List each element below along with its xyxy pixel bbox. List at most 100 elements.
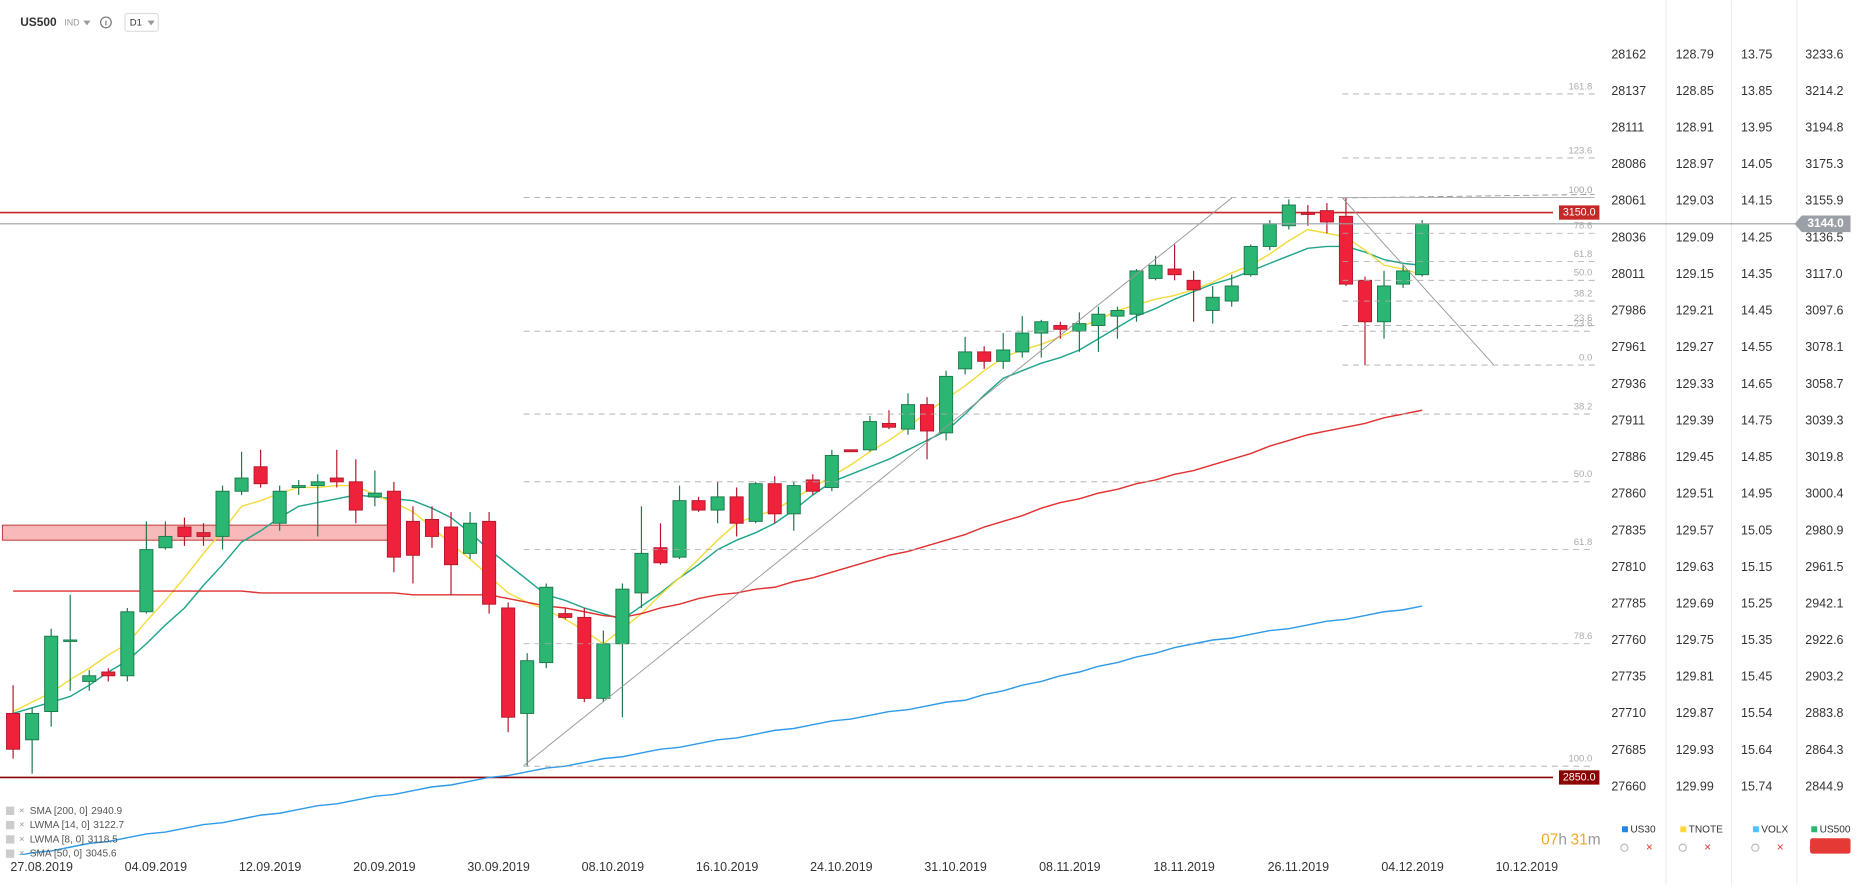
fib-label: 0.0	[1579, 185, 1592, 196]
y-tick-label: 2922.6	[1805, 633, 1843, 647]
fib-label: 161.8	[1568, 81, 1592, 92]
candle-body	[996, 349, 1011, 362]
candle-body	[310, 481, 325, 487]
candle-body	[1015, 332, 1030, 353]
legend-icon[interactable]	[5, 806, 15, 815]
y-tick-label: 128.79	[1676, 47, 1714, 61]
candle-body	[958, 351, 973, 370]
y-tick-label: 28061	[1611, 194, 1646, 208]
y-tick-label: 27785	[1611, 596, 1646, 610]
countdown-unit: m	[1588, 832, 1601, 849]
price-level-label: 2850.0	[1563, 771, 1596, 783]
y-tick-label: 128.85	[1676, 84, 1714, 98]
indicator-line	[12, 228, 1423, 713]
candle-body	[1281, 204, 1296, 227]
candle-body	[348, 481, 363, 511]
y-tick-label: 14.85	[1741, 450, 1772, 464]
dropdown-caret[interactable]	[147, 20, 155, 26]
candle-body	[1262, 223, 1277, 247]
candle-body	[1186, 279, 1201, 291]
legend: × SMA [200, 0] 2940.9 × LWMA [14, 0] 3122.7 × L…	[5, 805, 1851, 859]
y-tick-label: 15.45	[1741, 670, 1772, 684]
candle-body	[786, 485, 801, 515]
instrument-name[interactable]: TNOTE	[1689, 825, 1724, 836]
y-tick-label: 13.95	[1741, 120, 1772, 134]
candle-body	[1167, 268, 1182, 276]
countdown-unit: h	[1558, 832, 1567, 849]
x-tick-label: 04.12.2019	[1381, 860, 1444, 874]
candle-body	[482, 520, 497, 605]
visibility-icon[interactable]	[1751, 843, 1760, 852]
y-tick-label: 15.64	[1741, 743, 1772, 757]
y-tick-label: 3155.9	[1805, 194, 1843, 208]
candle-body	[272, 490, 287, 524]
y-tick-label: 2864.3	[1805, 743, 1843, 757]
legend-icon[interactable]	[5, 820, 15, 830]
candle-body	[405, 520, 420, 556]
y-tick-label: 27835	[1611, 523, 1646, 537]
zone	[1, 524, 391, 541]
legend-name: SMA [50, 0]	[30, 848, 82, 859]
y-tick-label: 15.05	[1741, 523, 1772, 537]
y-tick-label: 14.95	[1741, 487, 1772, 501]
legend-value: 3045.6	[86, 848, 117, 859]
candle-body	[653, 547, 668, 564]
y-tick-label: 13.75	[1741, 47, 1772, 61]
instrument-name[interactable]: US30	[1630, 825, 1656, 836]
legend-icon[interactable]	[5, 835, 15, 844]
plot-area	[0, 197, 1554, 855]
candle-body	[1072, 323, 1087, 332]
indicator-line	[13, 409, 1423, 619]
y-tick-label: 27860	[1611, 487, 1646, 501]
y-tick-label: 27710	[1611, 706, 1646, 720]
candle-body	[939, 375, 954, 434]
fib-label: 100.0	[1568, 754, 1592, 765]
candle-body	[444, 526, 459, 566]
instrument-name[interactable]: US500	[1820, 825, 1851, 836]
x-tick-label: 24.10.2019	[810, 860, 873, 874]
y-tick-label: 2961.5	[1805, 560, 1843, 574]
legend-close: ×	[19, 834, 25, 845]
fib-label: 78.6	[1574, 221, 1593, 232]
candle-body	[1148, 264, 1163, 279]
instrument-name[interactable]: VOLX	[1761, 825, 1788, 836]
symbol[interactable]: US500	[20, 15, 57, 29]
instrument-swatch	[1811, 826, 1818, 833]
instrument-swatch	[1752, 826, 1759, 833]
candle-body	[1377, 285, 1392, 323]
candle-body	[6, 712, 21, 750]
y-tick-label: 14.35	[1741, 267, 1772, 281]
legend-entry: LWMA [14, 0] 3122.7	[30, 820, 125, 831]
candle-body	[729, 496, 744, 524]
y-tick-label: 13.85	[1741, 84, 1772, 98]
y-tick-label: 129.27	[1676, 340, 1714, 354]
timeframe-select[interactable]	[124, 12, 159, 32]
visibility-icon[interactable]	[1678, 843, 1687, 852]
candle-body	[634, 552, 649, 594]
candle-body	[615, 588, 630, 645]
legend-icon[interactable]	[5, 849, 15, 858]
y-tick-label: 129.93	[1676, 743, 1714, 757]
candle-body	[1300, 212, 1315, 215]
x-tick-label: 08.11.2019	[1039, 860, 1101, 874]
y-tick-label: 129.81	[1676, 670, 1714, 684]
dropdown-caret[interactable]	[83, 20, 91, 26]
info-icon[interactable]	[99, 16, 112, 29]
candle-body	[196, 532, 211, 537]
remove-icon[interactable]: ×	[1704, 840, 1711, 854]
candle-body	[82, 675, 97, 682]
candle-body	[710, 496, 725, 511]
visibility-icon[interactable]	[1620, 843, 1629, 852]
y-tick-label: 27911	[1611, 413, 1645, 427]
fib-label: 0.0	[1579, 352, 1592, 363]
x-tick-label: 27.08.2019	[10, 860, 73, 874]
remove-icon[interactable]: ×	[1646, 840, 1653, 854]
fib-label: 38.2	[1574, 401, 1593, 412]
instrument-button[interactable]	[1810, 838, 1851, 854]
candle-body	[1053, 325, 1068, 330]
y-tick-label: 27735	[1611, 670, 1646, 684]
remove-icon[interactable]: ×	[1777, 840, 1784, 854]
market: IND	[64, 17, 79, 27]
y-tick-label: 129.09	[1676, 230, 1714, 244]
